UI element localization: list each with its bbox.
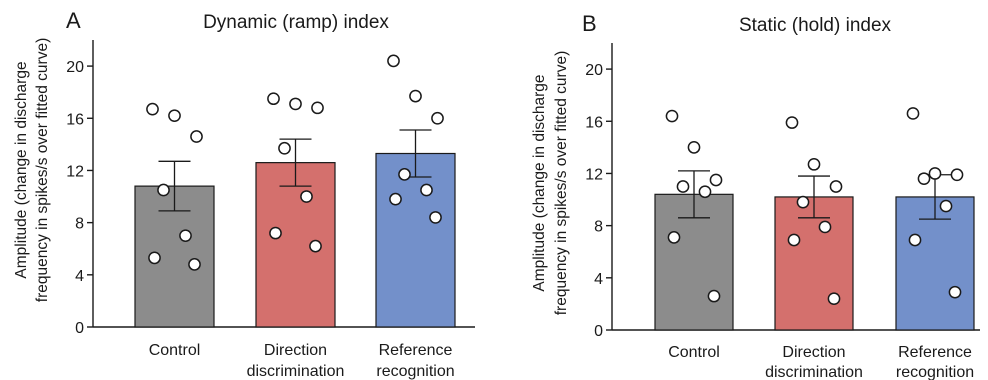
x-tick-label: Direction — [264, 342, 327, 359]
panel-a: A Dynamic (ramp) index Amplitude (change i… — [13, 8, 475, 380]
data-point — [948, 285, 962, 299]
bar — [774, 196, 854, 331]
x-tick-label: Control — [149, 342, 201, 359]
data-point — [908, 233, 922, 247]
data-point — [667, 231, 681, 244]
x-tick-label: Reference — [898, 344, 972, 361]
data-point — [787, 233, 801, 247]
y-tick-label: 12 — [66, 163, 84, 180]
y-axis-label: frequency in spikes/s over fitted curve) — [553, 51, 570, 315]
data-point — [146, 102, 159, 116]
y-tick-label: 20 — [585, 62, 603, 79]
data-point — [829, 180, 843, 193]
data-point — [190, 130, 203, 143]
y-tick-label: 4 — [75, 268, 84, 285]
data-point — [709, 173, 723, 187]
data-point — [188, 258, 201, 271]
data-point — [906, 107, 920, 120]
data-point — [311, 101, 324, 115]
data-point — [698, 185, 712, 199]
data-point — [267, 92, 280, 106]
data-point — [676, 180, 690, 193]
y-tick-label: 16 — [585, 114, 603, 131]
x-tick-label: recognition — [376, 363, 454, 380]
data-point — [950, 168, 964, 182]
data-point — [398, 168, 411, 181]
y-tick-label: 20 — [66, 59, 84, 76]
data-point — [818, 220, 832, 234]
y-tick-label: 4 — [594, 271, 603, 288]
y-axis-label: frequency in spikes/s over fitted curve) — [34, 38, 51, 302]
x-tick-label: recognition — [896, 364, 974, 380]
y-tick-label: 16 — [66, 111, 84, 128]
data-point — [665, 109, 679, 123]
data-point — [309, 239, 322, 253]
x-tick-label: Direction — [782, 344, 845, 361]
data-point — [928, 167, 942, 180]
panel-b: B Static (hold) index Amplitude (change in… — [531, 11, 980, 380]
y-tick-label: 8 — [75, 216, 84, 233]
bar — [255, 162, 336, 328]
data-point — [807, 157, 821, 171]
x-tick-label: Reference — [379, 342, 453, 359]
data-point — [939, 199, 953, 213]
data-point — [168, 109, 181, 123]
y-axis-label: Amplitude (change in discharge — [13, 61, 30, 278]
data-point — [917, 172, 931, 186]
data-point — [796, 195, 810, 209]
data-point — [409, 89, 422, 103]
chart-title: Static (hold) index — [739, 15, 892, 36]
y-tick-label: 0 — [594, 323, 603, 340]
data-point — [387, 54, 400, 68]
x-tick-label: discrimination — [765, 364, 863, 380]
data-point — [420, 183, 433, 197]
chart-title: Dynamic (ramp) index — [203, 12, 389, 33]
data-point — [278, 141, 291, 155]
data-point — [389, 192, 402, 206]
data-point — [269, 226, 282, 240]
data-point — [687, 141, 701, 154]
data-point — [289, 97, 302, 111]
data-point — [429, 211, 442, 224]
data-point — [148, 251, 161, 265]
y-tick-label: 8 — [594, 219, 603, 236]
y-tick-label: 12 — [585, 166, 603, 183]
panel-letter: B — [582, 11, 597, 36]
data-point — [827, 292, 841, 306]
data-point — [707, 289, 721, 303]
data-point — [179, 229, 192, 243]
data-point — [785, 116, 799, 129]
y-axis-label: Amplitude (change in discharge — [531, 74, 548, 291]
y-tick-label: 0 — [75, 320, 84, 337]
x-tick-label: discrimination — [247, 363, 345, 380]
data-point — [157, 183, 170, 197]
bar — [375, 152, 456, 328]
x-tick-label: Control — [668, 344, 720, 361]
data-point — [431, 111, 444, 125]
data-point — [300, 190, 313, 203]
panel-letter: A — [66, 8, 81, 33]
